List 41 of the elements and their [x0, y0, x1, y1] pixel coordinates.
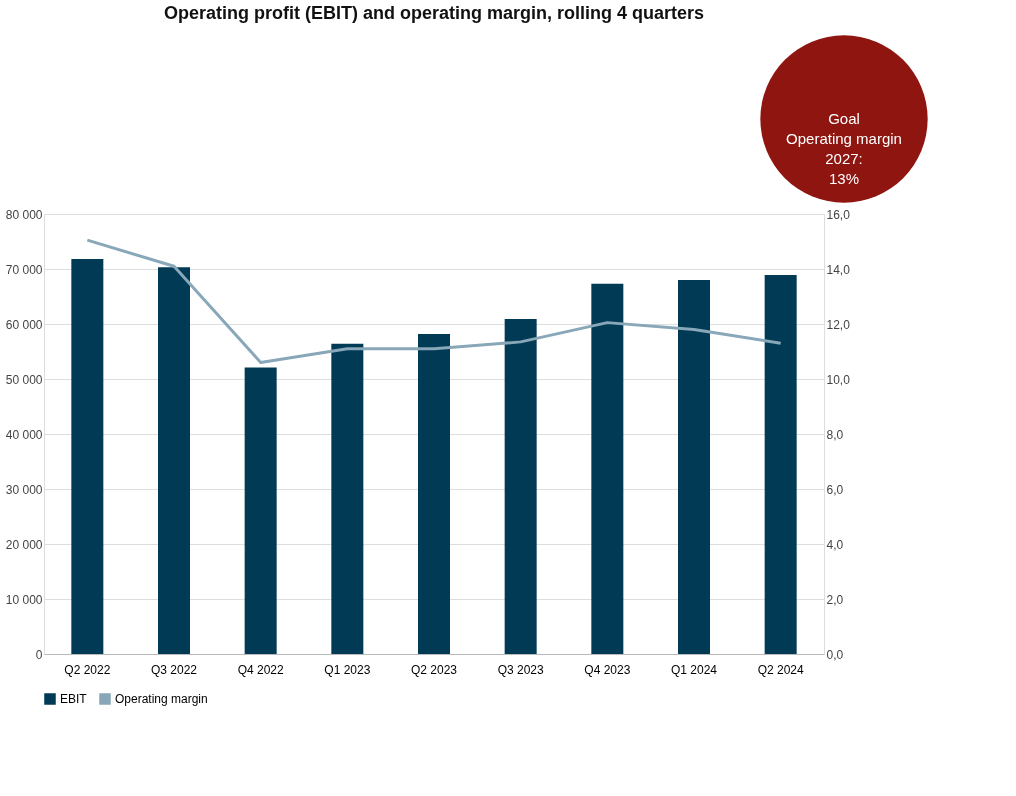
y2-tick-label: 16,0 — [826, 207, 851, 222]
y2-tick-label: 10,0 — [826, 372, 851, 387]
bar — [331, 343, 364, 654]
y2-tick-label: 0,0 — [826, 647, 844, 662]
line-series — [85, 238, 783, 364]
legend-label: Operating margin — [115, 692, 208, 706]
y-tick-label: 10 000 — [5, 592, 43, 607]
x-tick-label: Q4 2023 — [584, 662, 631, 677]
x-tick-label: Q2 2023 — [410, 662, 458, 677]
bar — [591, 283, 624, 654]
y2-tick-label: 2,0 — [826, 592, 844, 607]
bar — [71, 259, 104, 654]
y-tick-label: 40 000 — [5, 427, 43, 442]
y2-tick-label: 8,0 — [826, 427, 844, 442]
y2-tick-label: 6,0 — [826, 482, 844, 497]
y2-tick-label: 12,0 — [826, 317, 851, 332]
text: Goal Operating margin 2027: 13% — [786, 110, 902, 187]
x-tick-label: Q3 2022 — [150, 662, 198, 677]
y2-tick-label: 14,0 — [826, 262, 851, 277]
x-tick-label: Q2 2022 — [64, 662, 111, 677]
x-tick-label: Q4 2022 — [237, 662, 285, 677]
y2-tick-label: 4,0 — [826, 537, 844, 552]
bar — [764, 275, 797, 654]
x-tick-label: Q1 2024 — [670, 662, 718, 677]
y-tick-label: 70 000 — [5, 262, 43, 277]
y-tick-label: 50 000 — [5, 372, 43, 387]
x-tick-label: Q2 2024 — [757, 662, 805, 677]
chart-title: Operating profit (EBIT) and operating margin, rolling 4 quarters — [163, 3, 705, 24]
bar — [504, 319, 537, 654]
y-tick-label: 30 000 — [5, 482, 43, 497]
y-tick-label: 0 — [35, 647, 43, 662]
y-tick-label: 60 000 — [5, 317, 43, 332]
y-tick-label: 20 000 — [5, 537, 43, 552]
bar — [244, 367, 277, 654]
bar — [418, 333, 450, 654]
bar — [158, 267, 190, 654]
bar — [678, 280, 710, 654]
x-tick-label: Q3 2023 — [497, 662, 545, 677]
x-tick-label: Q1 2023 — [324, 662, 371, 677]
y-tick-label: 80 000 — [5, 207, 43, 222]
legend-label: EBIT — [60, 692, 88, 706]
